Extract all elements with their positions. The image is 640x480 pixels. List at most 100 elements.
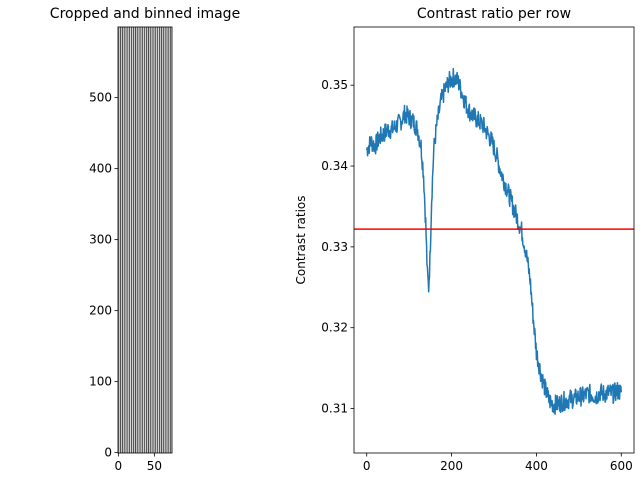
- image-column: [137, 27, 139, 453]
- image-column: [132, 27, 134, 453]
- image-column: [146, 27, 148, 453]
- image-column: [143, 27, 145, 453]
- image-column: [166, 27, 168, 453]
- image-y-tick-label: 0: [104, 446, 112, 460]
- image-column: [153, 27, 155, 453]
- image-column: [121, 27, 123, 453]
- image-column: [138, 27, 140, 453]
- image-column: [150, 27, 152, 453]
- image-column: [144, 27, 146, 453]
- image-y-tick-label: 100: [89, 375, 112, 389]
- image-column: [165, 27, 167, 453]
- series-line: [365, 67, 623, 415]
- image-column: [164, 27, 165, 453]
- image-x-tick-label: 0: [115, 459, 123, 473]
- image-y-tick-label: 400: [89, 162, 112, 176]
- line-chart-title: Contrast ratio per row: [417, 6, 571, 22]
- image-column: [143, 27, 144, 453]
- image-column: [159, 27, 160, 453]
- line-y-ticks: 0.31 0.32 0.33 0.34 0.35: [321, 78, 354, 416]
- image-column: [163, 27, 165, 453]
- image-column: [133, 27, 135, 453]
- image-column: [156, 27, 157, 453]
- image-column: [162, 27, 164, 453]
- image-column: [135, 27, 137, 453]
- image-column: [166, 27, 168, 453]
- line-x-tick-label: 600: [610, 459, 633, 473]
- line-x-tick-label: 400: [525, 459, 548, 473]
- image-column: [154, 27, 156, 453]
- line-plot-frame: [353, 26, 635, 454]
- image-stripes: [118, 27, 173, 453]
- image-column: [169, 27, 171, 453]
- image-column: [124, 27, 126, 453]
- image-column: [160, 27, 162, 453]
- image-column: [133, 27, 134, 453]
- image-column: [168, 27, 170, 453]
- image-column: [119, 27, 121, 453]
- image-column: [118, 27, 120, 453]
- image-column: [120, 27, 121, 453]
- image-column: [128, 27, 130, 453]
- image-column: [141, 27, 143, 453]
- image-column: [140, 27, 142, 453]
- image-column: [161, 27, 162, 453]
- image-column: [129, 27, 131, 453]
- image-column: [134, 27, 136, 453]
- image-column: [154, 27, 155, 453]
- image-column: [145, 27, 147, 453]
- image-column: [164, 27, 166, 453]
- image-column: [152, 27, 154, 453]
- image-column: [148, 27, 150, 453]
- image-column: [156, 27, 158, 453]
- image-column: [130, 27, 132, 453]
- line-x-ticks: 0 200 400 600: [363, 453, 633, 473]
- image-panel: Cropped and binned image 0 100 200 300 400 50…: [50, 6, 240, 473]
- image-column: [128, 27, 129, 453]
- image-column: [161, 27, 163, 453]
- image-column: [125, 27, 126, 453]
- image-y-tick-label: 300: [89, 233, 112, 247]
- image-column: [122, 27, 124, 453]
- image-column: [136, 27, 138, 453]
- image-x-tick-label: 50: [147, 459, 162, 473]
- line-x-tick-label: 200: [440, 459, 463, 473]
- image-column: [147, 27, 149, 453]
- image-column: [158, 27, 160, 453]
- image-column: [148, 27, 150, 453]
- y-axis-label: Contrast ratios: [294, 195, 308, 284]
- line-y-tick-label: 0.34: [321, 159, 348, 173]
- image-column: [149, 27, 151, 453]
- image-y-tick-label: 500: [89, 91, 112, 105]
- image-column: [123, 27, 124, 453]
- line-y-tick-label: 0.31: [321, 402, 348, 416]
- image-column: [138, 27, 139, 453]
- image-column: [169, 27, 170, 453]
- line-x-tick-label: 0: [363, 459, 371, 473]
- image-column: [151, 27, 152, 453]
- image-column: [120, 27, 122, 453]
- image-column: [131, 27, 133, 453]
- image-column: [127, 27, 129, 453]
- line-y-tick-label: 0.33: [321, 240, 348, 254]
- image-column: [157, 27, 159, 453]
- image-column: [155, 27, 157, 453]
- image-column: [126, 27, 128, 453]
- image-column: [125, 27, 127, 453]
- image-column: [146, 27, 147, 453]
- series-path: [365, 67, 623, 415]
- image-column: [139, 27, 141, 453]
- image-column: [167, 27, 169, 453]
- image-column: [159, 27, 161, 453]
- line-plot-area: [354, 67, 634, 415]
- image-column: [123, 27, 125, 453]
- image-column: [141, 27, 142, 453]
- image-column: [130, 27, 132, 453]
- line-y-tick-label: 0.35: [321, 78, 348, 92]
- line-panel: Contrast ratio per row Contrast ratios 0…: [294, 6, 635, 473]
- image-column: [136, 27, 137, 453]
- image-y-tick-label: 200: [89, 304, 112, 318]
- image-column: [170, 27, 172, 453]
